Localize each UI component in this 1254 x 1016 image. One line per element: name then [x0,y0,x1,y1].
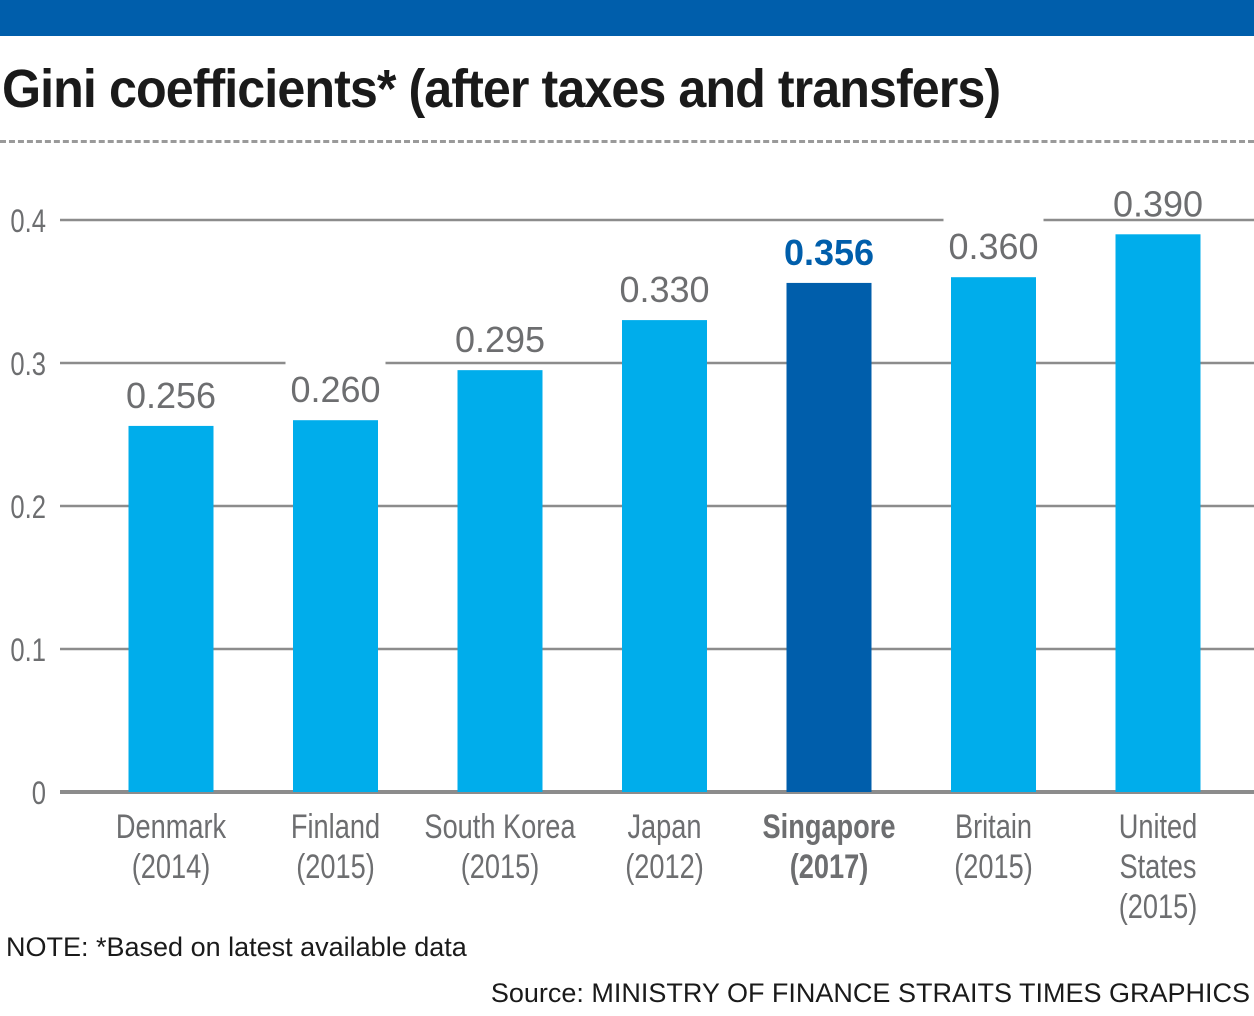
x-category-label: (2017) [790,847,869,886]
value-labels: 0.256 0.260 0.295 0.330 0.356 0.360 0.390 [126,183,1203,416]
x-category-label: Finland [291,807,380,846]
bar-value-label: 0.260 [290,369,380,410]
y-tick-label: 0 [32,776,46,811]
bars [128,234,1201,793]
x-category-label: (2015) [296,847,375,886]
x-category-label: United [1119,807,1198,846]
y-axis-ticks: 0 0.1 0.2 0.3 0.4 [10,204,46,811]
bar [951,277,1036,792]
bar [622,320,707,792]
bar [457,370,543,792]
x-category-label: (2012) [625,847,704,886]
y-tick-label: 0.4 [10,204,46,239]
bar-value-label: 0.256 [126,375,216,416]
title-divider [0,140,1254,143]
x-category-label: Japan [627,807,701,846]
bar [128,425,214,792]
bar [786,282,872,792]
y-tick-label: 0.3 [10,347,46,382]
bar-value-label: 0.330 [619,269,709,310]
bar-value-label: 0.390 [1113,183,1203,224]
x-category-label: States [1119,847,1196,886]
x-category-label: South Korea [424,807,576,846]
bar-value-label: 0.356 [784,232,874,273]
source-credit: Source: MINISTRY OF FINANCE STRAITS TIME… [490,978,1250,1008]
x-category-label: Denmark [116,807,227,846]
x-category-label: (2014) [132,847,211,886]
top-banner [0,0,1254,36]
bar [293,420,378,792]
x-category-label: (2015) [1119,887,1198,926]
y-tick-label: 0.2 [10,490,46,525]
y-tick-label: 0.1 [10,633,46,668]
footnote: NOTE: *Based on latest available data [6,932,467,962]
chart-title: Gini coefficients* (after taxes and tran… [2,59,1001,119]
x-category-label: (2015) [954,847,1033,886]
x-axis-labels: Denmark(2014)Finland(2015)South Korea(20… [116,807,1197,926]
bar-value-label: 0.360 [948,226,1038,267]
x-category-label: (2015) [461,847,540,886]
x-category-label: Singapore [763,807,896,846]
bar-value-label: 0.295 [455,319,545,360]
x-category-label: Britain [955,807,1032,846]
bar [1115,234,1201,793]
